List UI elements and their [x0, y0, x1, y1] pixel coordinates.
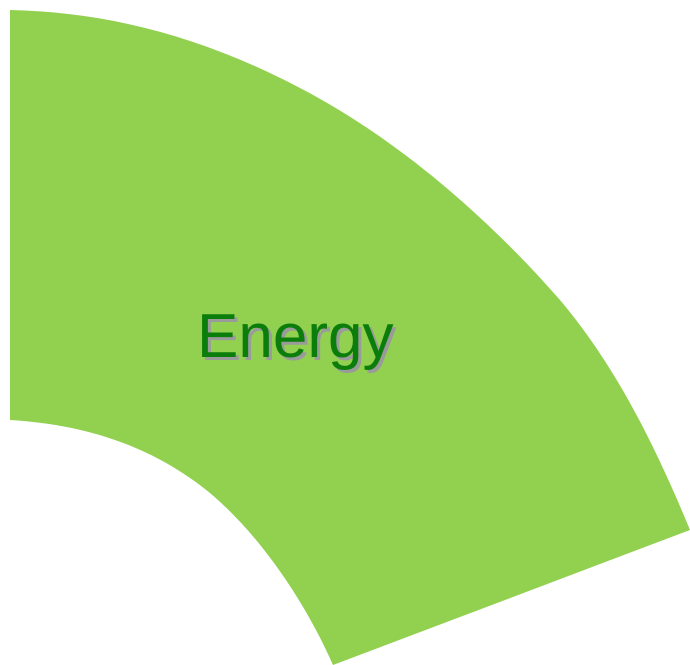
- energy-label: Energy: [197, 302, 393, 371]
- energy-segment-shape: [10, 10, 690, 665]
- energy-label-shadow: Energy: [200, 305, 396, 374]
